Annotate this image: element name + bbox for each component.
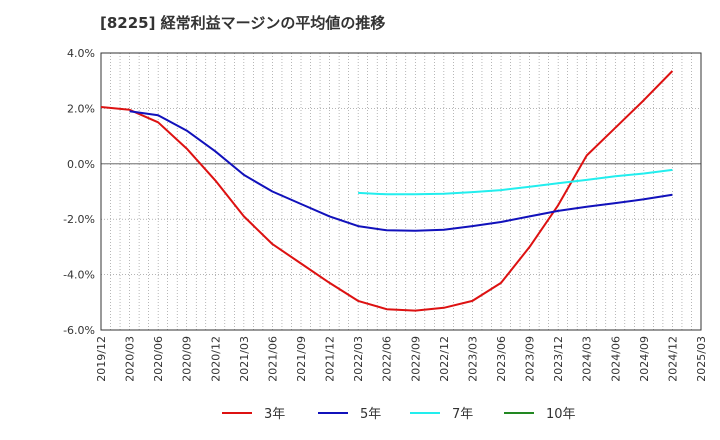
x-tick-label: 2022/06 (381, 336, 394, 382)
x-tick-label: 2020/12 (209, 336, 222, 382)
series-line-5年 (129, 110, 673, 232)
x-tick-label: 2024/09 (638, 336, 651, 382)
legend-label: 7年 (452, 407, 473, 422)
y-tick-label: 0.0% (67, 158, 95, 171)
x-tick-label: 2023/03 (466, 336, 479, 382)
x-tick-label: 2021/12 (324, 336, 337, 382)
legend-label: 5年 (360, 407, 381, 422)
x-tick-label: 2020/03 (124, 336, 137, 382)
x-tick-label: 2022/12 (438, 336, 451, 382)
y-tick-label: -6.0% (63, 324, 95, 337)
legend-label: 3年 (264, 407, 285, 422)
x-tick-label: 2025/03 (695, 336, 708, 382)
x-tick-label: 2020/09 (181, 336, 194, 382)
x-tick-label: 2020/06 (152, 336, 165, 382)
x-tick-label: 2023/09 (524, 336, 537, 382)
x-tick-label: 2024/06 (609, 336, 622, 382)
x-tick-label: 2021/06 (266, 336, 279, 382)
x-tick-label: 2022/09 (409, 336, 422, 382)
x-tick-label: 2021/09 (295, 336, 308, 382)
legend: 3年 5年 7年 10年 (222, 407, 576, 422)
series-lines (100, 70, 674, 312)
x-tick-label: 2021/03 (238, 336, 251, 382)
x-axis: 2019/12 2020/03 2020/06 2020/09 2020/12 2021/… (95, 336, 708, 382)
series-line-3年 (100, 70, 674, 312)
x-tick-label: 2024/03 (581, 336, 594, 382)
y-axis: 4.0% 2.0% 0.0% -2.0% -4.0% -6.0% (63, 47, 95, 337)
x-tick-label: 2024/12 (666, 336, 679, 382)
plot-frame (100, 52, 702, 331)
grid (101, 53, 701, 330)
legend-label: 10年 (546, 407, 576, 422)
y-tick-label: -4.0% (63, 269, 95, 282)
y-tick-label: -2.0% (63, 213, 95, 226)
y-tick-label: 2.0% (67, 102, 95, 115)
chart-title: [8225] 経常利益マージンの平均値の推移 (100, 14, 386, 32)
x-tick-label: 2019/12 (95, 336, 108, 382)
x-tick-label: 2023/12 (552, 336, 565, 382)
x-tick-label: 2022/03 (352, 336, 365, 382)
x-tick-label: 2023/06 (495, 336, 508, 382)
y-tick-label: 4.0% (67, 47, 95, 60)
series-line-7年 (358, 168, 673, 196)
